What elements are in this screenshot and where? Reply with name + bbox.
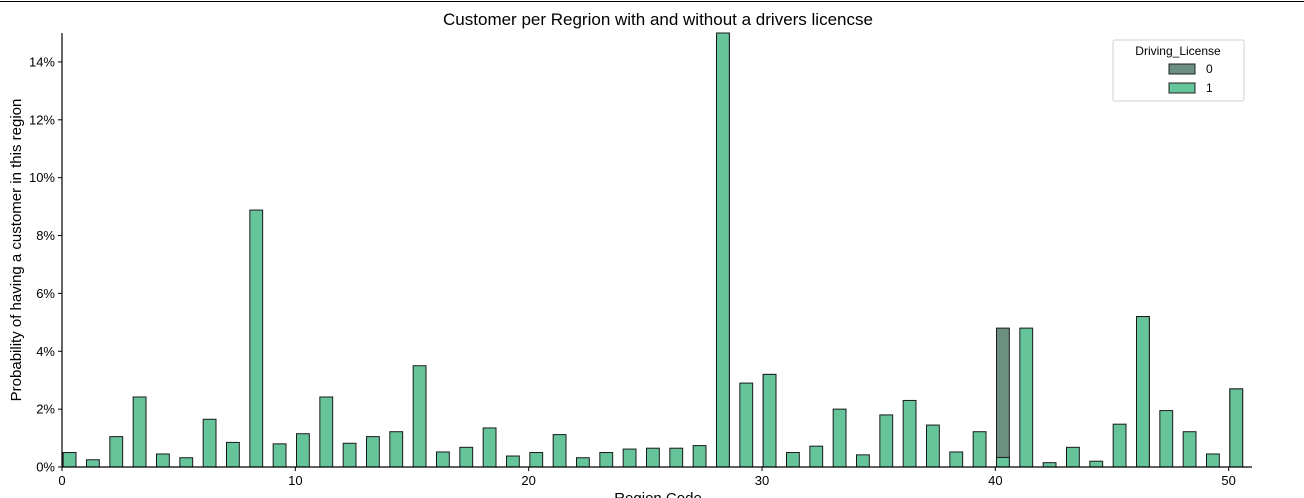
bars-group xyxy=(62,32,1244,468)
bar-series-1-region-9 xyxy=(272,443,287,468)
bar-series-1-region-33 xyxy=(832,408,847,468)
bar-series-1-region-4 xyxy=(156,453,170,468)
y-tick-label: 0% xyxy=(36,460,55,475)
chart-title: Customer per Regrion with and without a … xyxy=(443,10,873,29)
bar-series-1-region-17 xyxy=(459,446,474,468)
x-axis-label: Region Code xyxy=(614,490,702,498)
bar-series-1-region-36 xyxy=(902,399,917,468)
bar-series-1-region-8 xyxy=(249,209,264,468)
y-tick-label: 14% xyxy=(29,54,55,69)
x-tick-label: 50 xyxy=(1221,473,1235,488)
bar-series-1-region-48 xyxy=(1182,431,1197,468)
bar-series-1-region-14 xyxy=(389,431,404,468)
bar-series-1-region-5 xyxy=(179,457,194,468)
y-tick-label: 2% xyxy=(36,402,55,417)
bar-series-1-region-10 xyxy=(296,433,310,468)
bar-series-1-region-40 xyxy=(996,456,1010,468)
y-tick-label: 8% xyxy=(36,228,55,243)
bar-series-1-region-44 xyxy=(1089,460,1104,468)
legend-title: Driving_License xyxy=(1135,44,1221,58)
x-tick-label: 20 xyxy=(521,473,535,488)
x-tick-label: 0 xyxy=(58,473,65,488)
bar-series-1-region-42 xyxy=(1042,462,1057,468)
legend-label-0: 0 xyxy=(1206,62,1213,76)
bar-series-1-region-34 xyxy=(856,454,870,468)
bar-series-1-region-16 xyxy=(436,451,450,468)
bar-series-1-region-35 xyxy=(879,414,894,468)
bar-series-1-region-3 xyxy=(132,396,147,468)
bar-series-1-region-37 xyxy=(926,424,940,468)
bar-series-1-region-0 xyxy=(62,452,77,468)
legend: Driving_License 0 1 xyxy=(1112,39,1245,102)
bar-series-1-region-23 xyxy=(599,452,614,468)
bar-series-1-region-38 xyxy=(949,451,964,468)
bar-series-1-region-39 xyxy=(972,431,987,468)
bar-series-0-region-40 xyxy=(996,327,1010,468)
bar-series-1-region-21 xyxy=(552,434,567,468)
y-ticks-group: 0% 2% 4% 6% 8% 10% 12% 14% xyxy=(29,54,62,475)
bar-series-1-region-50 xyxy=(1229,388,1244,468)
bar-series-1-region-26 xyxy=(669,447,684,468)
bar-series-1-region-6 xyxy=(202,418,217,468)
y-tick-label: 4% xyxy=(36,344,55,359)
bar-series-1-region-43 xyxy=(1066,446,1080,468)
bar-series-1-region-41 xyxy=(1019,327,1034,468)
bar-series-1-region-47 xyxy=(1159,410,1174,468)
bar-series-1-region-20 xyxy=(529,452,544,468)
x-tick-label: 40 xyxy=(988,473,1002,488)
bar-series-1-region-11 xyxy=(319,396,334,468)
bar-series-1-region-22 xyxy=(576,457,590,468)
x-tick-label: 30 xyxy=(755,473,769,488)
bar-series-1-region-45 xyxy=(1112,423,1127,468)
legend-swatch-0 xyxy=(1168,63,1196,75)
legend-swatch-1 xyxy=(1168,82,1196,94)
bar-series-1-region-30 xyxy=(762,373,777,468)
bar-series-1-region-31 xyxy=(786,452,800,468)
bar-series-1-region-32 xyxy=(809,445,824,468)
x-ticks-group: 0 10 20 30 40 50 xyxy=(58,467,1236,488)
bar-series-1-region-24 xyxy=(622,448,637,468)
bar-series-1-region-13 xyxy=(366,436,380,468)
bar-series-1-region-28 xyxy=(716,32,730,468)
bar-series-1-region-46 xyxy=(1136,316,1150,468)
legend-label-1: 1 xyxy=(1206,81,1213,95)
bar-series-1-region-25 xyxy=(646,447,660,468)
bar-series-1-region-27 xyxy=(692,445,707,468)
bar-series-1-region-2 xyxy=(109,436,124,468)
x-tick-label: 10 xyxy=(288,473,302,488)
bar-series-1-region-19 xyxy=(506,455,520,468)
y-axis-label: Probability of having a customer in this… xyxy=(8,99,25,402)
bar-series-1-region-7 xyxy=(226,441,240,468)
bar-series-1-region-1 xyxy=(86,459,100,468)
y-tick-label: 12% xyxy=(29,112,55,127)
bar-series-1-region-12 xyxy=(342,442,357,468)
bar-series-1-region-18 xyxy=(482,427,497,468)
bar-series-1-region-49 xyxy=(1206,453,1220,468)
y-tick-label: 6% xyxy=(36,286,55,301)
bar-series-1-region-29 xyxy=(739,382,754,468)
y-tick-label: 10% xyxy=(29,170,55,185)
bar-series-1-region-15 xyxy=(412,365,427,468)
